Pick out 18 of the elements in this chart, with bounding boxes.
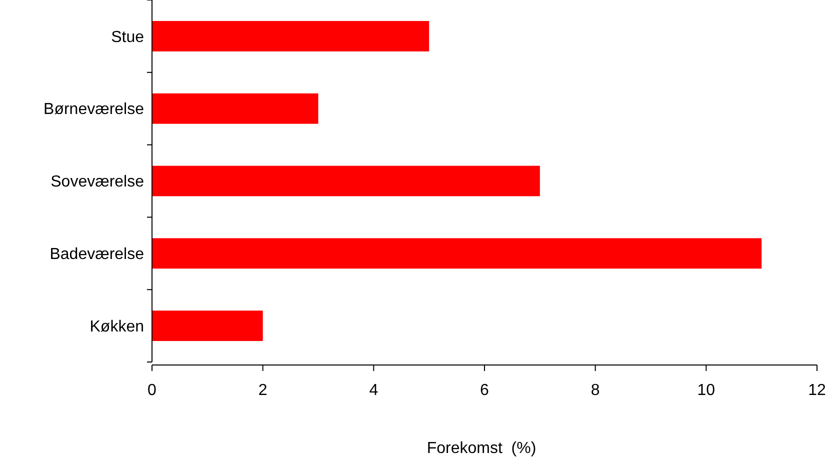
y-tick-label: Børneværelse [44, 101, 144, 118]
x-tick-label: 8 [590, 382, 600, 399]
x-tick-label: 12 [808, 382, 826, 399]
y-tick-label: Stue [111, 28, 144, 46]
bar [152, 20, 430, 52]
x-tick-label: 10 [697, 382, 716, 399]
bar [152, 93, 318, 124]
x-axis-title: Forekomst (%) [426, 440, 536, 457]
y-tick-label: Køkken [90, 318, 144, 336]
bar [152, 238, 762, 269]
x-tick-label: 0 [148, 382, 157, 399]
y-tick-label: Soveværelse [50, 174, 144, 191]
x-tick-label: 6 [480, 382, 490, 399]
y-tick-label: Badeværelse [50, 246, 144, 263]
bar [152, 310, 263, 342]
x-tick-label: 2 [258, 382, 268, 399]
bar [152, 166, 540, 196]
x-tick-label: 4 [369, 382, 378, 399]
